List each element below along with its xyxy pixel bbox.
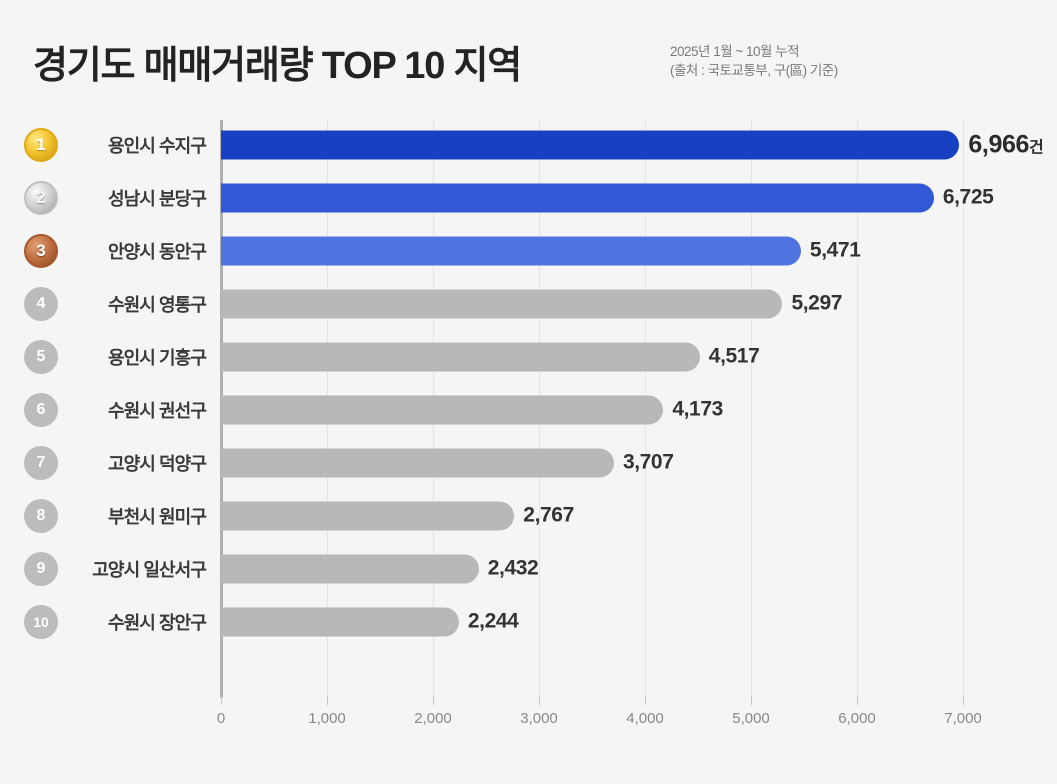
bar-and-value: 4,173: [221, 395, 723, 424]
region-label: 안양시 동안구: [107, 241, 207, 262]
x-tick-mark: [751, 696, 752, 705]
rank-circle-icon: 4: [24, 286, 58, 321]
subtitle-source: (출처 : 국토교통부, 구(區) 기준): [670, 63, 838, 78]
chart-subtitle: 2025년 1월 ~ 10월 누적 (출처 : 국토교통부, 구(區) 기준): [670, 42, 838, 80]
x-tick-mark: [963, 696, 964, 705]
region-label: 용인시 기흥구: [107, 347, 207, 368]
bar-value-label: 5,297: [791, 291, 843, 315]
bar-and-value: 3,707: [221, 448, 674, 477]
x-axis: 0 1,000 2,000 3,000 4,000 5,000 6,000 7,000: [0, 696, 1057, 742]
bar-row[interactable]: 6 수원시 권선구 4,173: [0, 383, 1057, 436]
bar-value-label: 6,725: [942, 185, 994, 209]
bar-value-label: 4,173: [672, 397, 723, 421]
region-label: 수원시 장안구: [107, 612, 207, 633]
bar[interactable]: [221, 289, 783, 318]
rank-circle-icon: 7: [24, 445, 58, 480]
bar-and-value: 5,297: [221, 289, 842, 318]
bar-rows: 1 용인시 수지구 6,966건 2 성남시 분당구 6,725 3 안양시 동안구 5,471…: [0, 118, 1057, 648]
silver-medal-icon: 2: [24, 180, 58, 215]
bar-value-label: 4,517: [708, 344, 760, 368]
subtitle-period: 2025년 1월 ~ 10월 누적: [670, 44, 800, 59]
rank-circle-icon: 8: [24, 498, 58, 533]
bar-value-label: 6,966건: [968, 130, 1044, 158]
bar-row[interactable]: 8 부천시 원미구 2,767: [0, 489, 1057, 542]
rank-circle-icon: 10: [24, 604, 58, 639]
x-tick-mark: [327, 696, 328, 705]
x-tick-label: 2,000: [414, 710, 452, 727]
bar-value-label: 2,432: [487, 556, 539, 580]
bar-value-label: 5,471: [809, 238, 861, 262]
x-tick-label: 5,000: [732, 710, 770, 727]
bar-and-value: 6,966건: [221, 130, 1044, 159]
rank-circle-icon: 9: [24, 551, 58, 586]
x-tick-mark: [539, 696, 540, 705]
bar-row[interactable]: 4 수원시 영통구 5,297: [0, 277, 1057, 330]
x-tick-label: 1,000: [308, 710, 346, 727]
x-tick-label: 6,000: [838, 710, 876, 727]
page-title: 경기도 매매거래량 TOP 10 지역: [33, 45, 522, 87]
bar[interactable]: [221, 554, 479, 583]
bar[interactable]: [221, 130, 960, 159]
bar[interactable]: [221, 501, 515, 530]
rank-circle-icon: 6: [24, 392, 58, 427]
region-label: 고양시 일산서구: [92, 559, 207, 580]
x-tick-label: 7,000: [944, 710, 982, 727]
bar-row[interactable]: 1 용인시 수지구 6,966건: [0, 118, 1057, 171]
x-tick-mark: [433, 696, 434, 705]
chart-header: 경기도 매매거래량 TOP 10 지역 2025년 1월 ~ 10월 누적 (출…: [0, 0, 1057, 118]
bronze-medal-icon: 3: [24, 233, 58, 268]
chart-plot-area: 1 용인시 수지구 6,966건 2 성남시 분당구 6,725 3 안양시 동안구 5,471…: [0, 118, 1057, 784]
value-unit: 건: [1028, 139, 1044, 156]
x-tick-label: 3,000: [520, 710, 558, 727]
bar-row[interactable]: 10 수원시 장안구 2,244: [0, 595, 1057, 648]
x-tick-mark: [221, 696, 222, 705]
x-tick-label: 0: [216, 710, 226, 727]
bar-and-value: 2,767: [221, 501, 574, 530]
bar-and-value: 2,432: [221, 554, 539, 583]
region-label: 용인시 수지구: [107, 135, 207, 156]
bar[interactable]: [221, 395, 664, 424]
bar-and-value: 5,471: [221, 236, 861, 265]
bar-and-value: 6,725: [221, 183, 994, 212]
bar-and-value: 4,517: [221, 342, 760, 371]
x-tick-label: 4,000: [626, 710, 664, 727]
region-label: 고양시 덕양구: [107, 453, 207, 474]
bar[interactable]: [221, 183, 934, 212]
bar-row[interactable]: 3 안양시 동안구 5,471: [0, 224, 1057, 277]
bar-row[interactable]: 5 용인시 기흥구 4,517: [0, 330, 1057, 383]
bar-value-label: 2,767: [523, 503, 574, 527]
bar[interactable]: [221, 342, 700, 371]
gold-medal-icon: 1: [24, 127, 58, 162]
region-label: 부천시 원미구: [107, 506, 207, 527]
bar-row[interactable]: 2 성남시 분당구 6,725: [0, 171, 1057, 224]
bar-row[interactable]: 7 고양시 덕양구 3,707: [0, 436, 1057, 489]
rank-circle-icon: 5: [24, 339, 58, 374]
bar-value-label: 2,244: [467, 609, 519, 633]
bar[interactable]: [221, 236, 801, 265]
bar-row[interactable]: 9 고양시 일산서구 2,432: [0, 542, 1057, 595]
region-label: 수원시 권선구: [107, 400, 207, 421]
region-label: 성남시 분당구: [107, 188, 207, 209]
bar-value-label: 3,707: [622, 450, 674, 474]
bar[interactable]: [221, 607, 459, 636]
x-tick-mark: [645, 696, 646, 705]
bar-and-value: 2,244: [221, 607, 519, 636]
x-tick-mark: [857, 696, 858, 705]
bar[interactable]: [221, 448, 614, 477]
region-label: 수원시 영통구: [107, 294, 207, 315]
